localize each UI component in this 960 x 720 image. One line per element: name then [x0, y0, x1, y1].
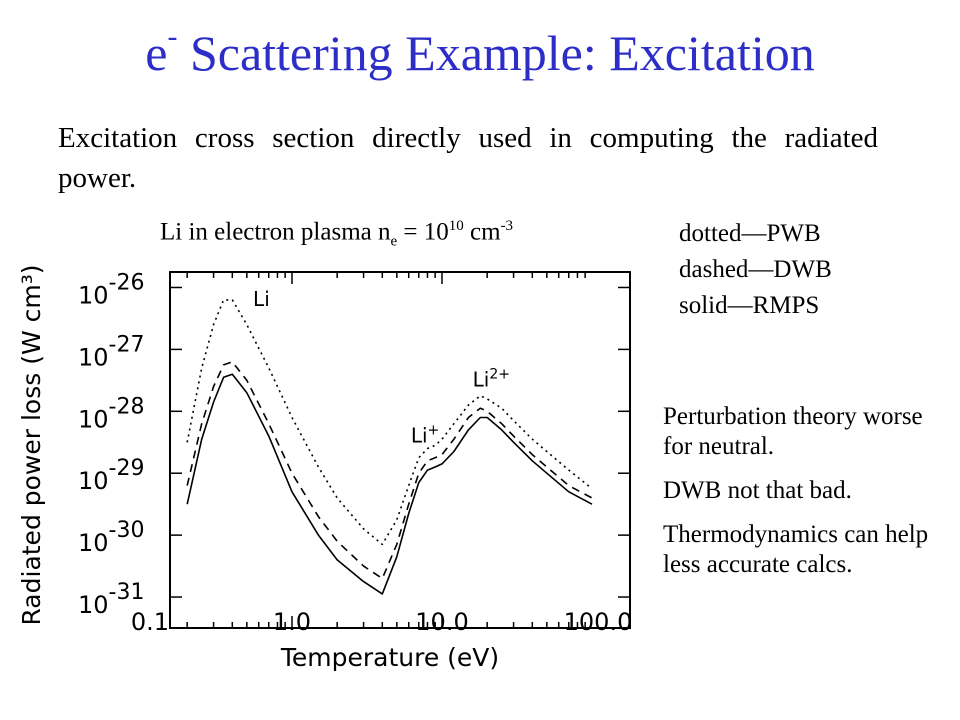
y-tick-label: 10-27 [78, 332, 144, 371]
series-solid-line [186, 373, 593, 595]
series-dotted-line [186, 299, 593, 546]
y-tick-label: 10-28 [78, 394, 144, 433]
y-tick-label: 10-29 [78, 456, 144, 495]
curve-label: Li+ [411, 422, 439, 447]
series-dashed-line [186, 361, 593, 580]
y-tick-label: 10-31 [78, 580, 144, 619]
note-dwb: DWB not that bad. [663, 477, 852, 504]
legend-dotted: dotted—PWB [679, 220, 821, 247]
curve-label: Li [253, 287, 270, 311]
x-tick-label: 1.0 [273, 608, 311, 636]
notes-panel: Perturbation theory worse for neutral. D… [663, 402, 943, 594]
note-thermodynamics: Thermodynamics can help less accurate ca… [663, 521, 929, 578]
y-tick-label: 10-30 [78, 518, 144, 557]
chart-caption: Li in electron plasma ne = 1010 cm-3 [160, 218, 514, 250]
slide-title: e- Scattering Example: Excitation [145, 20, 815, 81]
intro-text: Excitation cross section directly used i… [58, 122, 878, 194]
note-perturbation: Perturbation theory worse for neutral. [663, 403, 923, 460]
line-style-legend: dotted—PWB dashed—DWB solid—RMPS [679, 216, 832, 324]
plot-frame [169, 271, 631, 629]
x-tick-label: 100.0 [564, 608, 633, 636]
x-tick-label: 0.1 [131, 608, 169, 636]
x-axis-label: Temperature (eV) [280, 643, 499, 672]
x-tick-label: 10.0 [415, 608, 468, 636]
curve-label: Li2+ [473, 367, 510, 392]
legend-dashed: dashed—DWB [679, 256, 832, 283]
radiated-power-chart: 0.1 1.0 10.0 100.0 10-26 10-27 10-28 10-29 10-30… [17, 264, 633, 672]
y-axis-label: Radiated power loss (W cm³) [17, 264, 46, 625]
y-tick-label: 10-26 [78, 270, 144, 309]
legend-solid: solid—RMPS [679, 292, 820, 319]
